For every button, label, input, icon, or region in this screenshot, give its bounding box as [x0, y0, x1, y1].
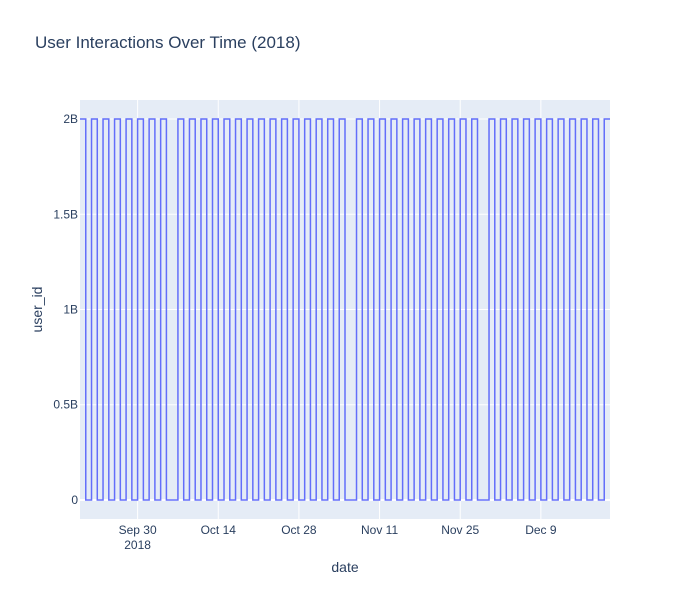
y-tick-label: 0	[71, 493, 78, 507]
y-tick-label: 1.5B	[53, 207, 78, 221]
y-axis-title: user_id	[29, 287, 45, 333]
x-tick-sublabel: 2018	[124, 538, 151, 552]
x-tick-label: Nov 11	[361, 523, 398, 537]
series-line	[80, 118, 610, 501]
y-tick-label: 1B	[63, 303, 78, 317]
x-tick-label: Oct 14	[201, 523, 237, 537]
x-tick-label: Dec 9	[525, 523, 557, 537]
x-tick-label: Nov 25	[441, 523, 479, 537]
x-tick-label: Sep 30	[119, 523, 157, 537]
series-group	[80, 118, 610, 501]
y-tick-label: 2B	[63, 112, 78, 126]
x-tick-label: Oct 28	[281, 523, 317, 537]
y-tick-label: 0.5B	[53, 398, 78, 412]
x-axis-title: date	[331, 559, 358, 575]
y-tick-labels: 0 0.5B 1B 1.5B 2B	[53, 112, 78, 507]
chart-title: User Interactions Over Time (2018)	[35, 33, 301, 52]
